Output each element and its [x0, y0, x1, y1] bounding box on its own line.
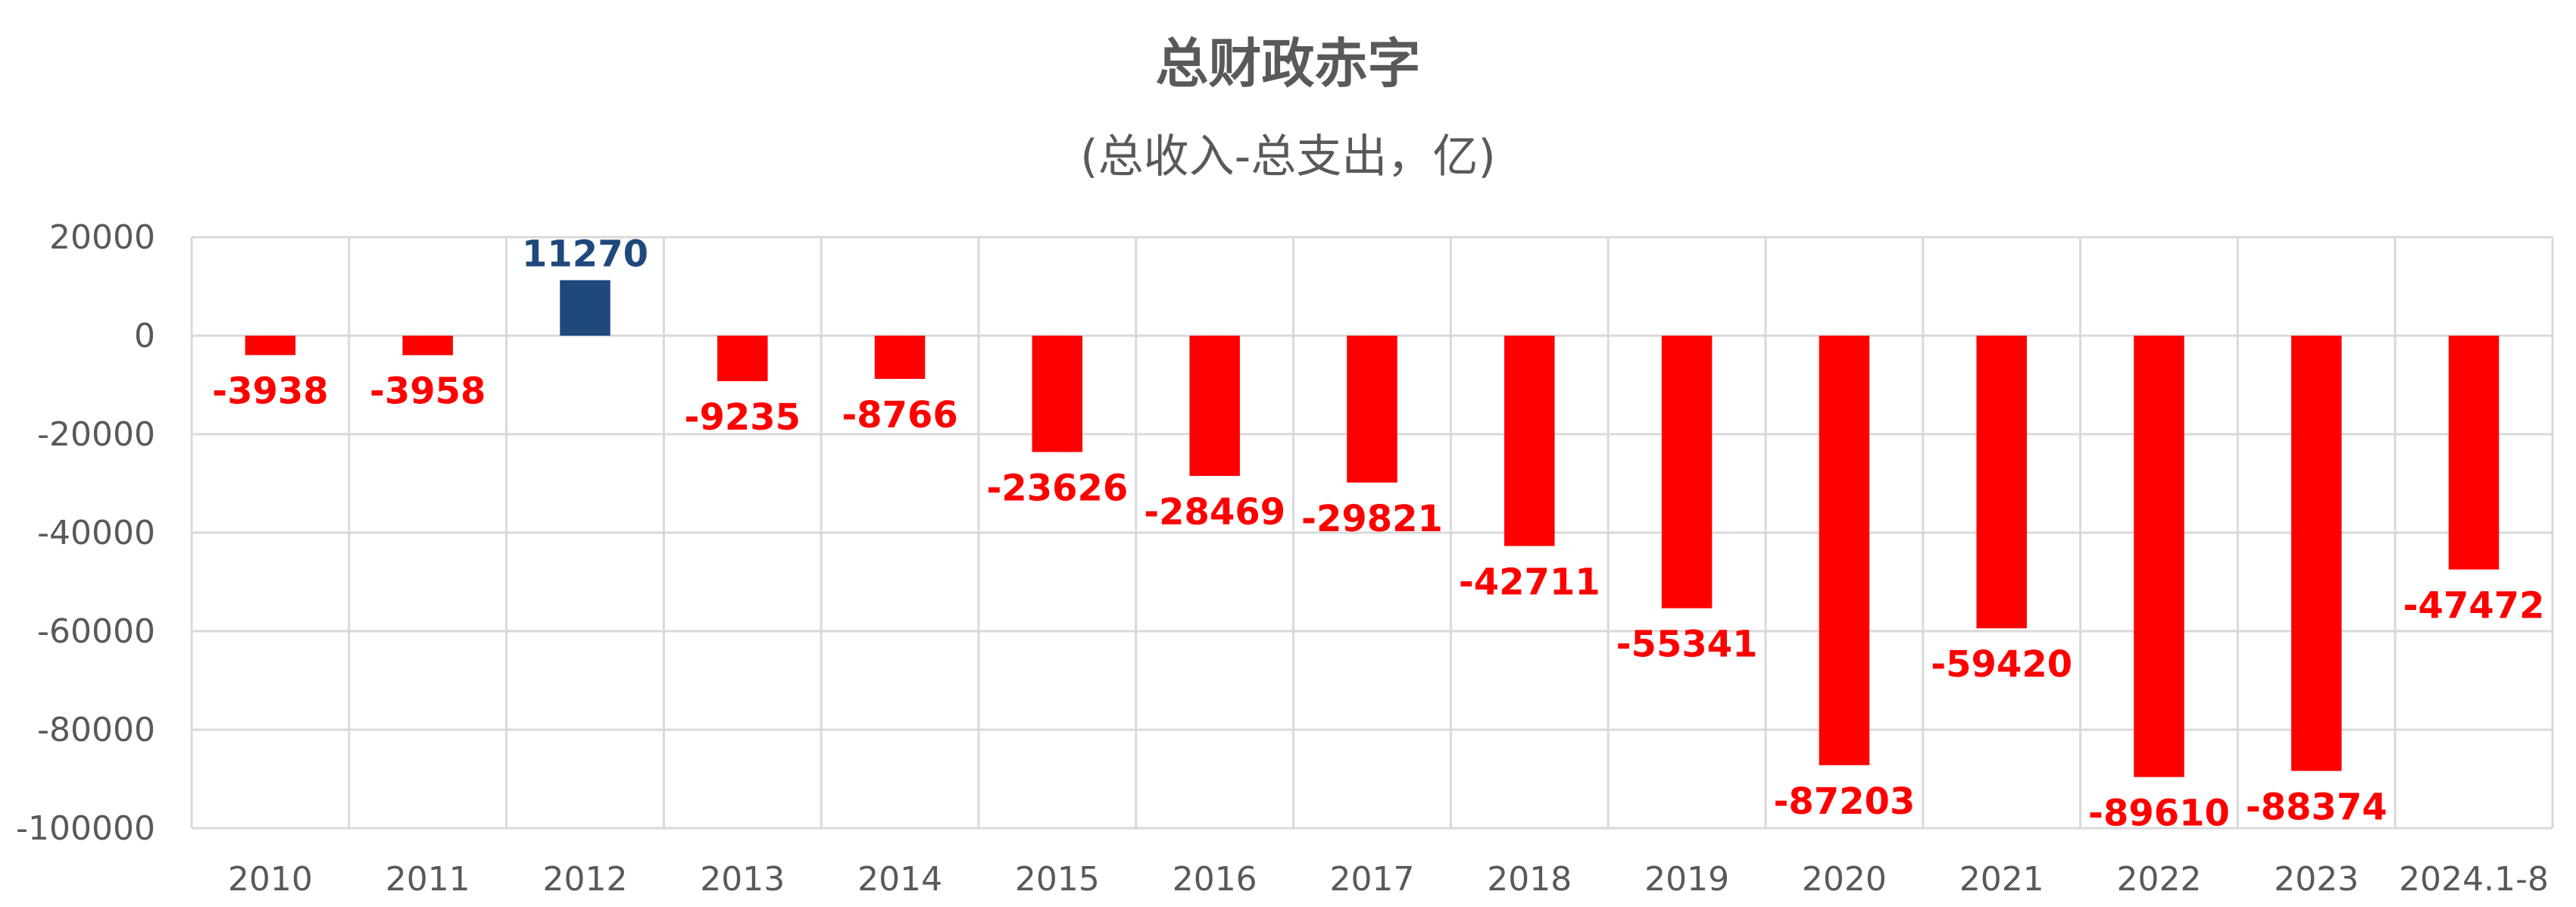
data-label-2020: -87203 [1773, 780, 1915, 823]
y-tick-label: 0 [134, 317, 155, 355]
y-axis-ticks: 20000 0 -20000 -40000 -60000 -80000 -100000 [16, 218, 155, 848]
data-labels: -3938 -3958 11270 -9235 -8766 -23626 -28469 -29… [212, 233, 2544, 835]
data-label-2017: -29821 [1301, 498, 1443, 540]
bar-2023 [2291, 336, 2342, 771]
y-tick-label: -40000 [37, 514, 155, 552]
bar-2022 [2134, 336, 2184, 777]
x-tick-label: 2013 [700, 860, 785, 899]
data-label-2011: -3958 [370, 371, 486, 413]
gridlines [190, 236, 2554, 830]
x-tick-label: 2018 [1487, 860, 1572, 899]
data-label-2019: -55341 [1616, 624, 1758, 666]
data-label-2021: -59420 [1931, 643, 2072, 686]
bar-2016 [1189, 336, 1240, 477]
data-label-2022: -89610 [2088, 792, 2230, 834]
y-tick-label: -100000 [16, 809, 155, 848]
data-label-2014: -8766 [841, 394, 958, 436]
bar-2012 [560, 280, 610, 336]
x-tick-label: 2020 [1802, 860, 1887, 899]
data-label-2018: -42711 [1459, 561, 1600, 604]
y-tick-label: -80000 [37, 711, 155, 749]
bar-2013 [717, 336, 768, 382]
bar-2024.1-8 [2448, 336, 2500, 570]
x-tick-label: 2011 [386, 860, 470, 899]
bar-2014 [874, 336, 926, 379]
x-tick-label: 2014 [857, 860, 942, 899]
data-label-2024.1-8: -47472 [2403, 585, 2545, 627]
x-tick-label: 2019 [1644, 860, 1729, 899]
x-tick-label: 2021 [1959, 860, 2044, 899]
x-tick-label: 2010 [228, 860, 313, 899]
bars [245, 280, 2500, 777]
data-label-2015: -23626 [986, 468, 1128, 510]
x-tick-label: 2012 [543, 860, 628, 899]
x-tick-label: 2016 [1172, 860, 1257, 899]
x-tick-label: 2017 [1330, 860, 1415, 899]
x-tick-label: 2015 [1015, 860, 1100, 899]
x-tick-label: 2023 [2274, 860, 2359, 899]
x-axis-ticks: 2010 2011 2012 2013 2014 2015 2016 2017 2018 2019… [228, 860, 2549, 899]
bar-2010 [245, 336, 296, 355]
data-label-2013: -9235 [685, 396, 801, 439]
bar-2019 [1661, 336, 1713, 608]
data-label-2023: -88374 [2246, 786, 2387, 828]
bar-2015 [1032, 336, 1083, 452]
chart-title: 总财政赤字 [1155, 33, 1421, 95]
bar-2011 [402, 336, 453, 355]
y-tick-label: -60000 [37, 612, 155, 651]
bar-2017 [1347, 336, 1397, 483]
data-label-2016: -28469 [1144, 491, 1285, 533]
bar-2018 [1504, 336, 1555, 546]
y-tick-label: -20000 [37, 415, 155, 454]
y-tick-label: 20000 [49, 218, 155, 257]
x-tick-label: 2022 [2117, 860, 2202, 899]
chart-subtitle: (总收入-总支出，亿) [1080, 130, 1496, 183]
data-label-2010: -3938 [212, 371, 329, 413]
bar-2021 [1976, 336, 2027, 629]
bar-2020 [1819, 336, 1870, 765]
x-tick-label: 2024.1-8 [2399, 860, 2549, 899]
data-label-2012: 11270 [522, 233, 648, 276]
